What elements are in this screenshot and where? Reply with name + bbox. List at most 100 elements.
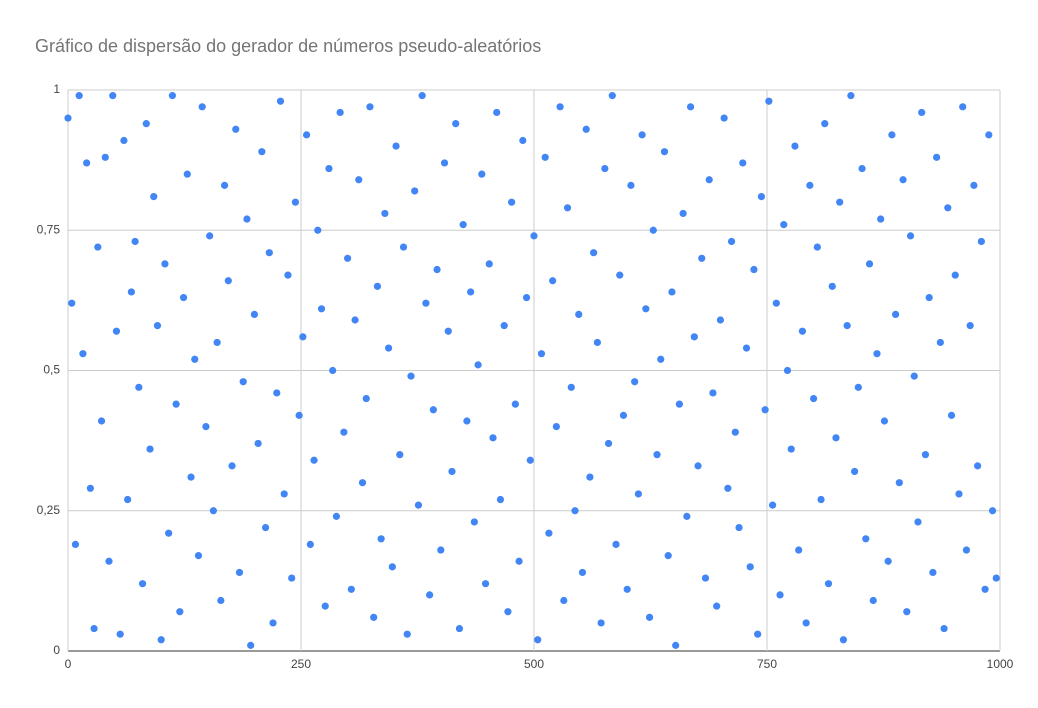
point [258,148,266,156]
point [75,92,83,100]
point [627,181,635,189]
point [97,417,106,425]
point [366,103,374,111]
point [261,523,270,532]
point [83,159,91,167]
point [757,192,766,201]
point [858,164,866,173]
point [515,557,523,565]
point [351,316,359,324]
point [962,546,971,554]
point [276,97,285,105]
point [530,232,538,240]
y-tick-label: 0,5 [43,363,60,377]
point [135,383,143,391]
point [116,630,124,638]
point [847,92,855,100]
point [370,613,378,621]
point [649,226,657,234]
point [545,529,553,537]
point [824,580,833,588]
point [899,176,907,184]
point [746,563,754,571]
point [273,389,281,397]
point [90,624,98,633]
point [701,574,710,582]
point [910,372,918,380]
point [153,322,162,330]
point [549,277,557,285]
x-tick-label: 750 [757,657,777,671]
point [299,333,307,341]
point [280,490,288,498]
point [385,344,393,352]
point [977,237,985,246]
point [198,103,206,111]
point [220,181,229,189]
point [422,299,430,307]
point [493,108,501,117]
point [761,406,769,414]
point [556,103,564,111]
point [138,580,147,588]
point [988,507,997,515]
point [407,372,415,380]
point [768,501,777,509]
point [344,254,352,262]
point [877,215,885,223]
point [187,473,195,481]
point [869,596,877,605]
point [105,557,113,565]
point [739,159,747,167]
point [750,265,758,274]
point [959,103,967,111]
x-tick-label: 250 [291,657,311,671]
point [705,176,713,184]
point [377,535,385,543]
point [131,237,139,246]
point [668,288,676,296]
point [679,209,687,218]
point [821,120,829,128]
point [526,456,534,464]
point [452,120,460,128]
point [150,192,158,201]
point [332,512,341,520]
point [534,636,542,644]
point [653,451,661,459]
x-tick-label: 500 [524,657,544,671]
point [578,568,587,577]
x-tick-label: 0 [65,657,72,671]
point [798,327,807,335]
point [642,305,650,313]
point [933,153,941,161]
point [780,221,788,229]
point [612,540,620,549]
point [429,406,437,414]
point [735,523,743,532]
point [467,288,475,296]
point [474,361,482,369]
point [892,310,900,318]
point [590,249,598,257]
point [597,619,605,627]
point [71,540,80,549]
point [537,350,546,358]
point [645,613,654,621]
point [403,630,411,638]
point [437,546,445,554]
point [772,299,780,307]
point [754,630,762,638]
point [974,462,982,470]
point [411,187,419,195]
point [500,322,508,330]
point [582,125,590,133]
point [765,97,773,105]
point [142,120,150,128]
point [992,574,1000,582]
point [455,624,464,633]
point [552,423,560,431]
point [683,512,691,520]
point [448,467,456,476]
point [895,479,903,487]
